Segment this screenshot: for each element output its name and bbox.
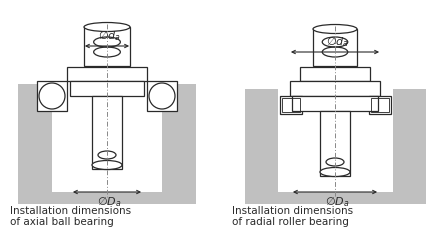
Ellipse shape bbox=[39, 83, 65, 109]
Bar bbox=[18, 84, 52, 192]
Bar bbox=[92, 96, 122, 169]
Text: of radial roller bearing: of radial roller bearing bbox=[232, 217, 349, 227]
Bar bbox=[369, 96, 391, 114]
Bar bbox=[280, 96, 302, 114]
Ellipse shape bbox=[149, 83, 175, 109]
Text: $\mathit{\varnothing D_a}$: $\mathit{\varnothing D_a}$ bbox=[97, 195, 121, 209]
Bar bbox=[292, 96, 378, 111]
Bar bbox=[18, 192, 196, 204]
Bar bbox=[282, 98, 300, 112]
Bar bbox=[290, 81, 380, 96]
Text: of axial ball bearing: of axial ball bearing bbox=[10, 217, 114, 227]
Text: $\mathit{\varnothing d_a}$: $\mathit{\varnothing d_a}$ bbox=[326, 35, 349, 49]
Text: $\mathit{\varnothing d_a}$: $\mathit{\varnothing d_a}$ bbox=[98, 29, 121, 43]
Bar bbox=[371, 98, 389, 112]
Ellipse shape bbox=[84, 22, 130, 31]
Text: Installation dimensions: Installation dimensions bbox=[10, 206, 131, 216]
Bar bbox=[162, 84, 196, 192]
Bar bbox=[147, 81, 177, 111]
Bar bbox=[37, 81, 67, 111]
Bar bbox=[393, 89, 426, 192]
Text: $\mathit{\varnothing D_a}$: $\mathit{\varnothing D_a}$ bbox=[325, 195, 349, 209]
Bar bbox=[320, 111, 350, 176]
Text: Installation dimensions: Installation dimensions bbox=[232, 206, 353, 216]
Bar bbox=[245, 192, 426, 204]
Bar bbox=[67, 67, 147, 81]
Bar bbox=[70, 81, 144, 96]
Bar bbox=[300, 67, 370, 81]
Ellipse shape bbox=[320, 167, 350, 176]
Bar bbox=[84, 27, 130, 66]
Bar bbox=[245, 89, 278, 192]
Bar bbox=[313, 29, 357, 66]
Ellipse shape bbox=[92, 161, 122, 170]
Ellipse shape bbox=[313, 24, 357, 33]
